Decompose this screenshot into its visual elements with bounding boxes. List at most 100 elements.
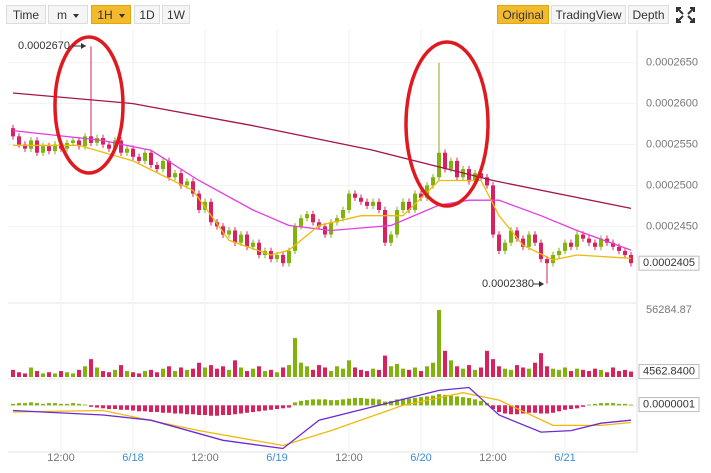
macd-bar [167,405,171,413]
toolbar-button[interactable]: 1D [134,5,160,24]
toolbar-dropdown[interactable]: m [48,5,88,24]
toolbar-button[interactable]: Depth [628,5,669,24]
button-label: Depth [632,8,665,22]
volume-bar [479,367,483,377]
volume-bar [545,366,549,377]
macd-bar [455,396,459,406]
macd-bar [353,397,357,406]
macd-bar [389,400,393,406]
toolbar-button[interactable]: TradingView [551,5,626,24]
macd-bar [53,403,57,406]
volume-bar [485,350,489,377]
macd-bar [41,403,45,406]
candle-body [581,234,585,239]
macd-bar [467,397,471,406]
volume-bar [119,365,123,377]
volume-bar [305,366,309,377]
macd-bar [545,405,549,414]
macd-bar [89,405,93,407]
macd-bar [557,405,561,412]
candle-body [353,193,357,198]
volume-bar [335,366,339,377]
macd-bar [527,405,531,413]
candle-body [443,152,447,170]
volume-bar [353,367,357,377]
candle-body [107,144,111,149]
y-tick-label: 56284.87 [646,304,692,316]
candle-body [491,185,495,235]
macd-bar [143,405,147,412]
macd-bar [59,403,63,406]
x-tick-label: 6/18 [122,452,143,464]
macd-bar [497,405,501,413]
macd-bar [629,404,633,406]
macd-bar [437,394,441,406]
volume-bar [419,371,423,377]
candle-body [533,234,537,243]
candle-body [473,173,477,182]
macd-bar [125,405,129,410]
candle-body [413,193,417,210]
volume-bar [461,368,465,377]
macd-bar [281,405,285,409]
macd-bar [269,405,273,410]
volume-bar [161,368,165,377]
candle-body [437,152,441,178]
volume-bar [293,338,297,377]
moving-average [12,129,632,251]
macd-bar [209,405,213,416]
candle-body [77,140,81,147]
candle-body [617,246,621,251]
volume-bar [329,371,333,377]
macd-bar [587,404,591,406]
macd-bar [263,405,267,411]
candle-body [347,193,351,210]
macd-bar [371,398,375,406]
volume-bar [557,369,561,377]
volume-bar [593,368,597,377]
candle-body [629,255,633,264]
candle-body [551,255,555,264]
volume-bar [431,362,435,377]
volume-bar [623,369,627,377]
volume-bar [173,371,177,377]
macd-bar [149,405,153,413]
volume-bar [101,371,105,377]
volume-bar [359,369,363,377]
candle-body [71,140,75,143]
button-label: Time [12,8,40,22]
toolbar-button[interactable]: Time [6,5,46,24]
volume-bar [59,371,63,377]
y-tick-label: 0.0002450 [646,220,698,232]
arrowhead [81,43,86,49]
macd-bar [29,402,33,406]
button-label: TradingView [555,8,622,22]
fullscreen-icon[interactable] [676,7,695,23]
y-tick-label: 0.0002500 [646,179,698,191]
macd-bar [605,403,609,406]
macd-bar [257,405,261,412]
toolbar-button[interactable]: Original [497,5,549,24]
x-tick-label: 12:00 [335,452,363,464]
button-label: 1H [97,8,113,22]
volume-bar [581,369,585,377]
volume-bar [209,365,213,377]
macd-bar [521,405,525,414]
candle-body [479,173,483,178]
macd-bar [185,405,189,415]
volume-bar [347,360,351,377]
candle-body [47,146,51,152]
toolbar-button[interactable]: 1W [162,5,190,24]
candle-body [485,177,489,186]
candle-body [329,222,333,235]
candle-body [161,160,165,170]
volume-bar [521,367,525,377]
volume-bar [41,373,45,377]
volume-bar [137,373,141,377]
toolbar-dropdown[interactable]: 1H [91,5,131,24]
candle-body [305,214,309,219]
macd-bar [251,405,255,413]
volume-bar [95,367,99,377]
candle-body [563,242,567,251]
macd-bar [599,403,603,406]
